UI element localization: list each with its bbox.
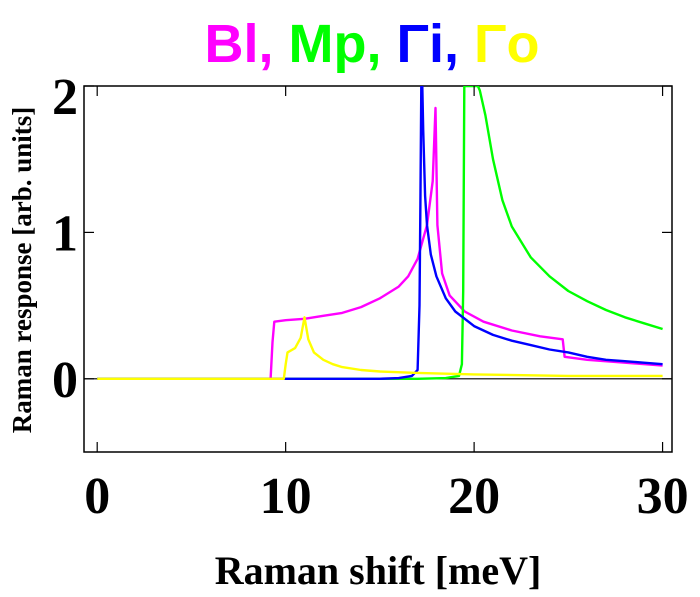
x-tick-label: 10 <box>260 468 312 525</box>
series-line-γo <box>97 316 663 380</box>
title-part: Mp <box>289 14 367 74</box>
y-tick-label: 2 <box>52 69 78 126</box>
series-layer <box>97 86 663 380</box>
y-axis-title: Raman response [arb. units] <box>7 107 37 434</box>
title-part: Γo <box>474 14 539 74</box>
plot-frame <box>83 85 673 453</box>
title-part: , <box>367 14 397 74</box>
x-axis-title: Raman shift [meV] <box>215 548 542 593</box>
x-tick-label: 20 <box>448 468 500 525</box>
y-tick-label: 1 <box>52 205 78 262</box>
title-part: , <box>259 14 289 74</box>
title-part: Bl <box>205 14 259 74</box>
y-axis-ticks: 0 1 2 <box>52 69 672 409</box>
x-tick-label: 30 <box>637 468 689 525</box>
series-line-γi <box>97 86 663 380</box>
title-part: , <box>444 14 474 74</box>
series-line-mp <box>97 86 663 380</box>
x-tick-label: 0 <box>84 468 110 525</box>
chart-title: Bl, Mp, Γi, Γo <box>205 14 540 74</box>
title-part: Γi <box>397 14 444 74</box>
y-tick-label: 0 <box>52 352 78 409</box>
x-axis-ticks: 0 10 20 30 <box>84 86 689 525</box>
series-line-bl <box>97 106 663 380</box>
